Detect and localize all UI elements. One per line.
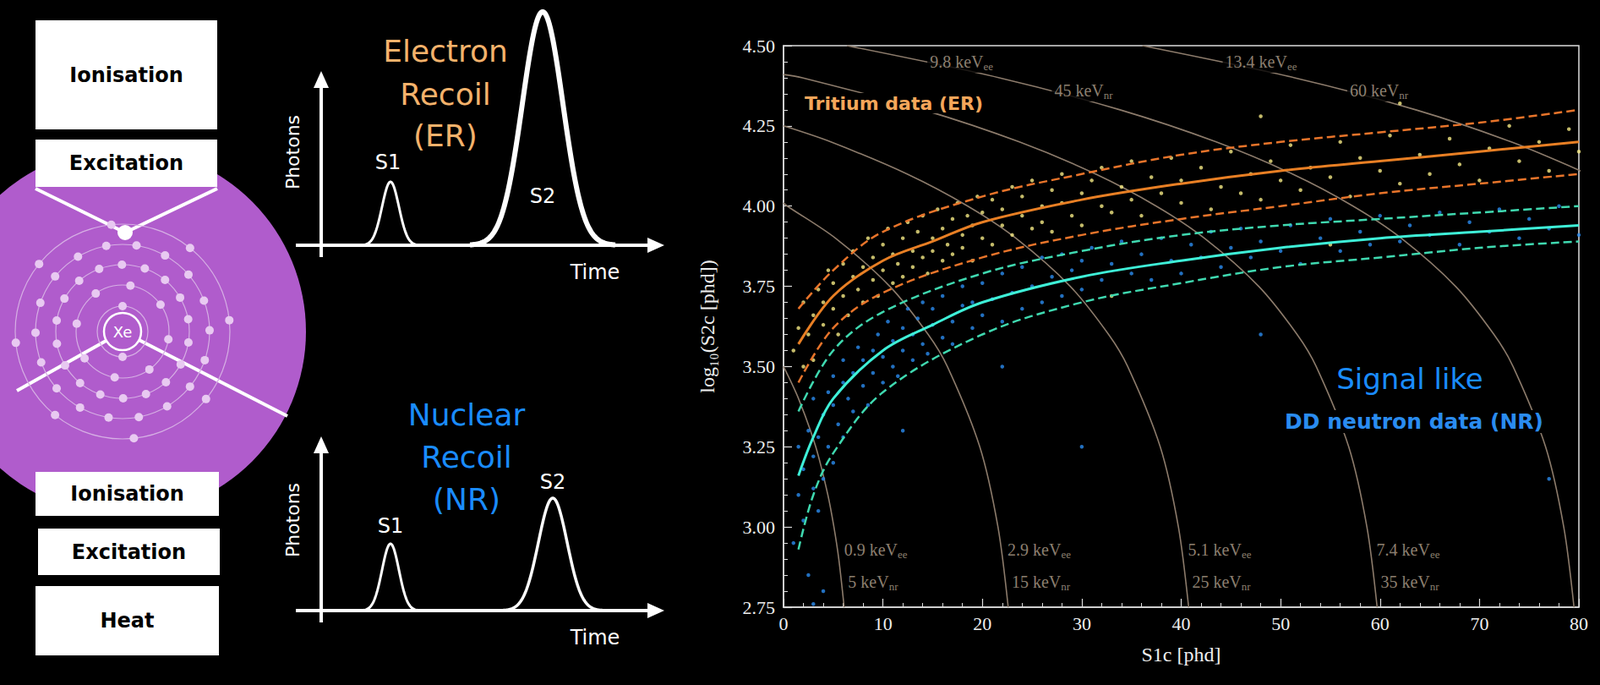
- svg-text:Recoil: Recoil: [420, 439, 512, 475]
- svg-text:S1c [phd]: S1c [phd]: [1141, 643, 1222, 666]
- svg-text:60 keV: 60 keV: [1349, 81, 1400, 100]
- svg-text:nr: nr: [1398, 88, 1409, 102]
- svg-text:3.00: 3.00: [742, 516, 776, 538]
- svg-text:3.75: 3.75: [742, 275, 776, 297]
- svg-text:13.4 keV: 13.4 keV: [1225, 52, 1289, 71]
- svg-text:40: 40: [1172, 612, 1191, 634]
- svg-text:S2: S2: [529, 184, 557, 208]
- svg-text:(ER): (ER): [413, 118, 478, 153]
- svg-text:80: 80: [1569, 612, 1589, 634]
- svg-text:3.25: 3.25: [742, 436, 776, 458]
- svg-text:25 keV: 25 keV: [1191, 572, 1242, 591]
- svg-text:ee: ee: [982, 60, 994, 73]
- svg-text:7.4 keV: 7.4 keV: [1376, 540, 1431, 559]
- svg-text:ee: ee: [1287, 60, 1298, 73]
- svg-text:10: 10: [873, 612, 893, 634]
- svg-text:4.25: 4.25: [742, 114, 776, 137]
- svg-text:15 keV: 15 keV: [1011, 572, 1062, 591]
- svg-text:nr: nr: [1103, 88, 1114, 102]
- svg-text:4.50: 4.50: [742, 35, 776, 57]
- svg-text:ee: ee: [1241, 547, 1252, 561]
- svg-text:Ionisation: Ionisation: [70, 481, 184, 506]
- svg-text:nr: nr: [889, 579, 900, 593]
- svg-text:S1: S1: [377, 513, 405, 538]
- svg-text:Nuclear: Nuclear: [408, 397, 526, 432]
- svg-text:Heat: Heat: [99, 608, 154, 633]
- svg-text:50: 50: [1271, 612, 1290, 634]
- svg-text:DD neutron data (NR): DD neutron data (NR): [1284, 409, 1544, 434]
- svg-text:Photons: Photons: [282, 482, 304, 557]
- svg-text:Electron: Electron: [382, 33, 508, 69]
- svg-text:45 keV: 45 keV: [1053, 81, 1104, 100]
- svg-text:nr: nr: [1060, 579, 1071, 593]
- svg-text:ee: ee: [1060, 547, 1071, 561]
- svg-text:3.50: 3.50: [742, 355, 776, 377]
- svg-text:0.9 keV: 0.9 keV: [844, 540, 899, 559]
- svg-text:5.1 keV: 5.1 keV: [1188, 540, 1243, 559]
- svg-text:S1: S1: [375, 150, 402, 175]
- svg-text:S2: S2: [540, 469, 567, 494]
- svg-text:ee: ee: [1430, 547, 1441, 561]
- svg-text:Tritium data (ER): Tritium data (ER): [804, 92, 983, 115]
- svg-text:(NR): (NR): [432, 481, 501, 517]
- svg-text:Excitation: Excitation: [71, 540, 186, 564]
- svg-text:Xe: Xe: [113, 322, 133, 341]
- svg-text:Time: Time: [569, 260, 621, 284]
- svg-text:35 keV: 35 keV: [1380, 572, 1431, 591]
- svg-text:Time: Time: [569, 625, 621, 650]
- svg-text:ee: ee: [897, 547, 908, 561]
- svg-text:2.75: 2.75: [742, 596, 776, 618]
- svg-text:20: 20: [972, 612, 992, 634]
- svg-text:2.9 keV: 2.9 keV: [1007, 540, 1062, 559]
- svg-text:Signal like: Signal like: [1336, 361, 1484, 396]
- svg-text:9.8 keV: 9.8 keV: [929, 52, 984, 71]
- svg-text:nr: nr: [1430, 579, 1441, 593]
- svg-text:Recoil: Recoil: [399, 76, 491, 112]
- svg-text:Excitation: Excitation: [69, 151, 184, 175]
- svg-text:70: 70: [1469, 612, 1489, 634]
- svg-text:nr: nr: [1241, 579, 1252, 593]
- svg-text:5 keV: 5 keV: [847, 572, 890, 591]
- svg-text:log₁₀(S2c [phd]): log₁₀(S2c [phd]): [696, 259, 719, 393]
- svg-text:Ionisation: Ionisation: [69, 63, 183, 88]
- svg-text:0: 0: [779, 612, 789, 634]
- svg-text:4.00: 4.00: [742, 195, 776, 217]
- svg-text:60: 60: [1370, 612, 1390, 634]
- svg-text:Photons: Photons: [282, 114, 304, 190]
- svg-text:30: 30: [1072, 612, 1092, 634]
